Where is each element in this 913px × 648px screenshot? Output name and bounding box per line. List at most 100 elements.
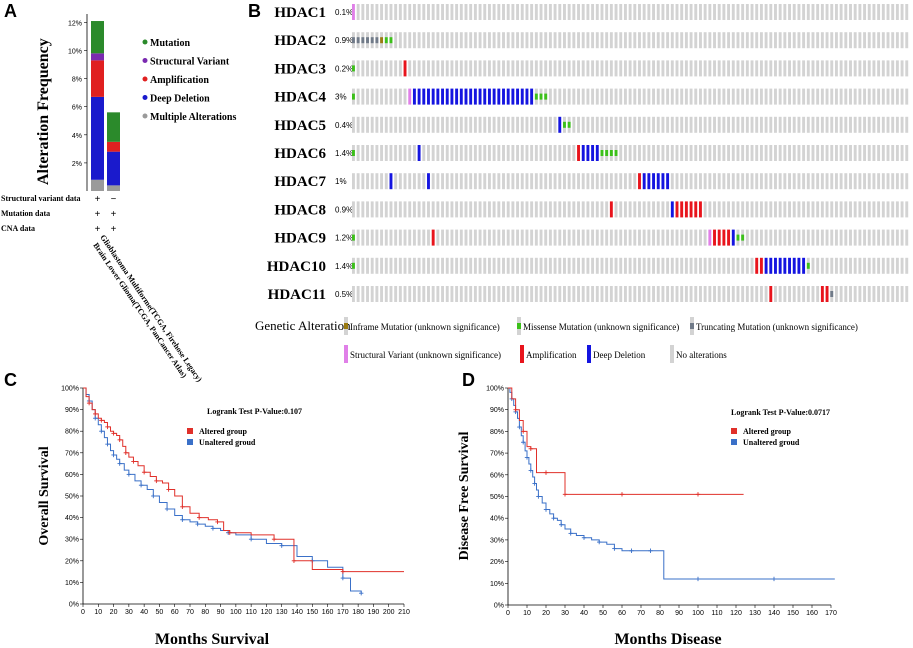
sample-cell [380, 286, 384, 302]
sample-cell [455, 32, 459, 49]
alteration-cell [586, 145, 590, 161]
alteration-cell [680, 201, 684, 218]
sample-cell [769, 145, 773, 161]
y-tick-label: 8% [72, 77, 82, 84]
sample-cell [553, 229, 557, 246]
sample-cell [830, 32, 834, 49]
sample-cell [628, 229, 632, 246]
sample-cell [492, 4, 496, 20]
sample-cell [774, 32, 777, 49]
sample-cell [802, 4, 806, 20]
sample-cell [905, 116, 909, 133]
sample-cell [769, 116, 773, 133]
sample-cell [394, 201, 398, 218]
sample-cell [661, 60, 665, 77]
sample-cell [595, 257, 599, 274]
sample-cell [450, 286, 454, 302]
alteration-cell [698, 201, 702, 218]
sample-cell [431, 173, 435, 190]
sample-cell [384, 145, 388, 161]
sample-cell [530, 116, 534, 133]
sample-cell [558, 4, 562, 20]
sample-cell [633, 257, 637, 274]
sample-cell [398, 173, 402, 190]
sample-cell [548, 4, 552, 20]
x-tick-label: 160 [806, 610, 818, 617]
sample-cell [867, 4, 871, 20]
sample-cell [853, 88, 857, 105]
gene-percent: 0.9% [335, 205, 353, 214]
sample-cell [661, 116, 665, 133]
sample-cell [469, 4, 473, 20]
sample-cell [464, 116, 468, 133]
y-tick-label: 0% [494, 603, 504, 610]
sample-cell [717, 257, 721, 274]
sample-cell [806, 32, 810, 49]
sample-cell [788, 145, 791, 161]
category-label: Glioblastoma Multiforme(TCGA, Firehose L… [98, 233, 204, 384]
sample-cell [581, 286, 585, 302]
sample-cell [811, 173, 815, 190]
sample-cell [436, 173, 440, 190]
sample-cell [398, 4, 402, 20]
sample-cell [858, 201, 862, 218]
sample-cell [722, 4, 726, 20]
sample-cell [614, 173, 618, 190]
sample-cell [666, 229, 670, 246]
sample-cell [872, 257, 876, 274]
sample-cell [895, 201, 899, 218]
sample-cell [609, 4, 613, 20]
sample-cell [572, 4, 576, 20]
sample-cell [492, 173, 496, 190]
sample-cell [759, 4, 763, 20]
y-tick-label: 30% [65, 537, 79, 544]
sample-cell [623, 173, 627, 190]
x-tick-label: 100 [692, 610, 704, 617]
sample-cell [412, 4, 416, 20]
sample-cell [483, 257, 487, 274]
sample-cell [792, 88, 796, 105]
sample-cell [891, 229, 895, 246]
panel-label-c: C [4, 370, 17, 390]
sample-cell [694, 60, 698, 77]
sample-cell [666, 257, 670, 274]
km-curve-altered [508, 387, 744, 495]
sample-cell [900, 173, 904, 190]
sample-cell [450, 60, 454, 77]
sample-cell [652, 145, 656, 161]
sample-cell [670, 4, 674, 20]
sample-cell [394, 88, 398, 105]
missense-mark [389, 37, 393, 44]
sample-cell [750, 201, 754, 218]
sample-cell [623, 229, 627, 246]
sample-cell [619, 201, 623, 218]
sample-cell [694, 229, 698, 246]
sample-cell [881, 4, 885, 20]
legend-label: Truncating Mutation (unknown significanc… [696, 322, 858, 332]
legend-label: Structural Variant [150, 57, 230, 68]
sample-cell [689, 116, 693, 133]
sample-cell [881, 145, 885, 161]
sample-cell [830, 201, 834, 218]
sample-cell [450, 229, 454, 246]
sample-cell [384, 229, 388, 246]
sample-cell [370, 60, 374, 77]
sample-cell [642, 201, 646, 218]
sample-cell [487, 4, 491, 20]
sample-cell [802, 32, 806, 49]
sample-cell [816, 88, 820, 105]
y-tick-label: 70% [65, 450, 79, 457]
sample-cell [619, 32, 623, 49]
legend-label: Unaltered groud [743, 438, 800, 447]
sample-cell [577, 257, 580, 274]
sample-cell [806, 173, 810, 190]
sample-cell [797, 60, 801, 77]
sample-cell [750, 88, 754, 105]
sample-cell [520, 145, 524, 161]
mutation-mark [375, 37, 379, 44]
sample-cell [370, 4, 374, 20]
sample-cell [483, 116, 487, 133]
sample-cell [605, 4, 609, 20]
sample-cell [802, 286, 806, 302]
panel-label-d: D [462, 370, 475, 390]
